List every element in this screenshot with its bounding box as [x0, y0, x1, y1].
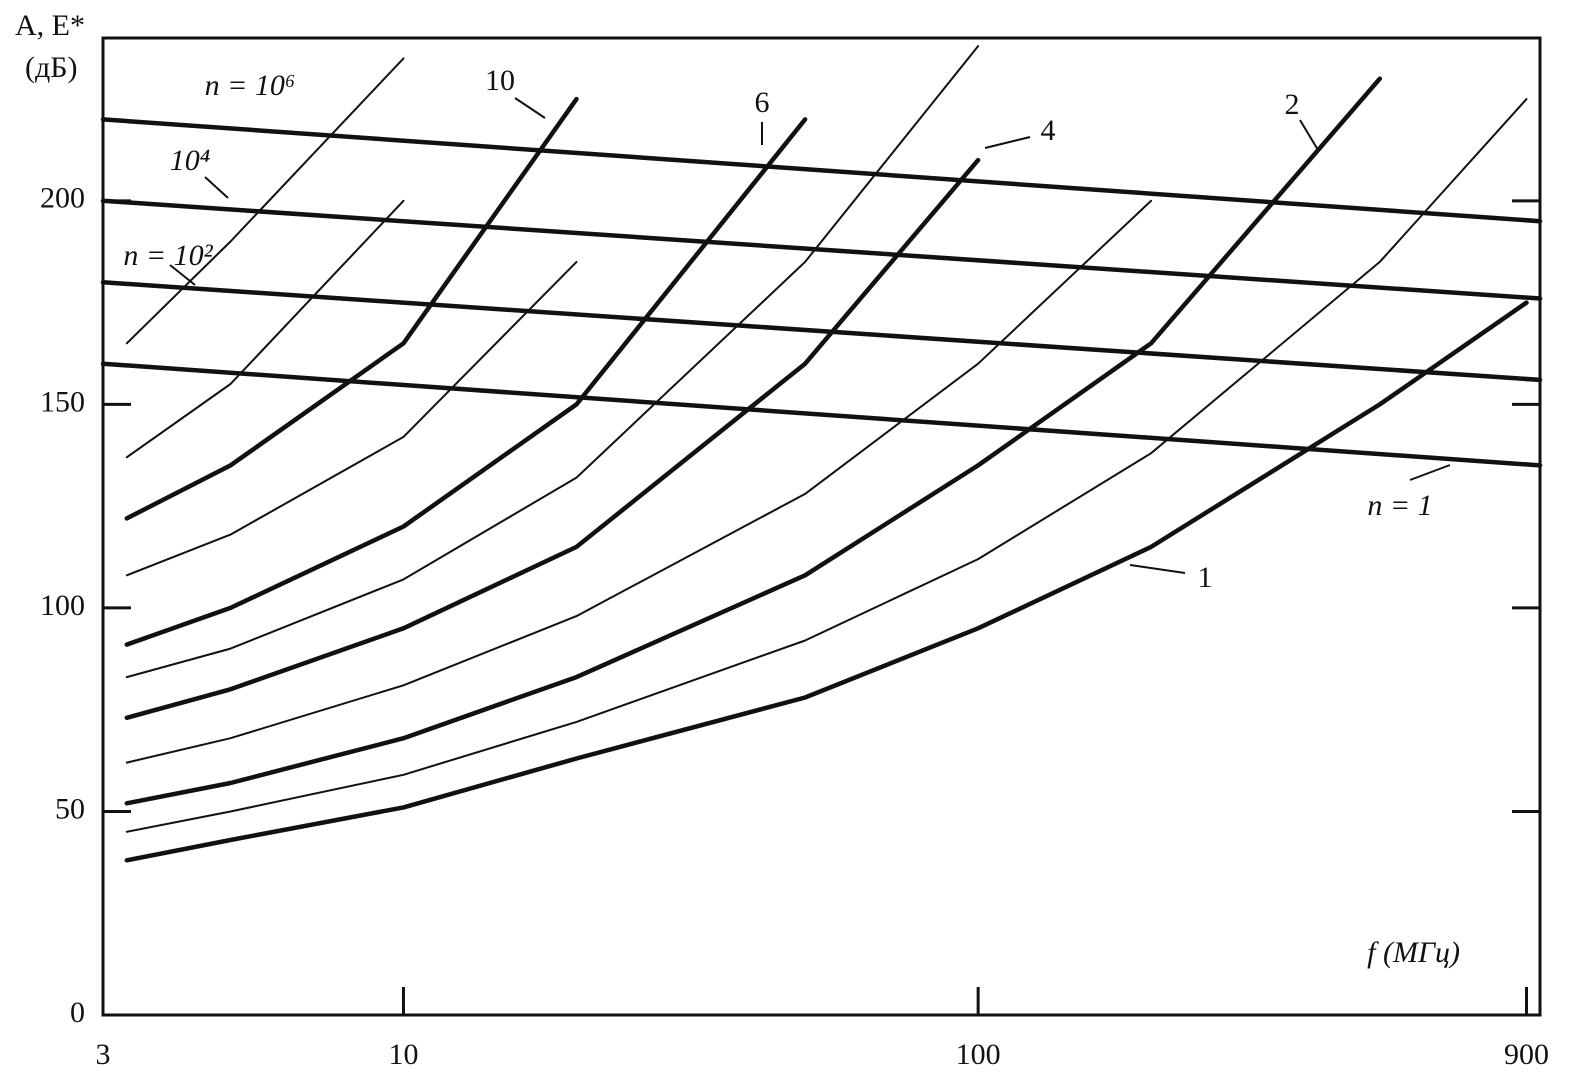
- y-tick-label: 100: [40, 589, 85, 622]
- label-leader: [984, 136, 1031, 149]
- x-axis-label: f (МГц): [1367, 936, 1460, 969]
- y-axis-label-unit: (дБ): [25, 51, 77, 84]
- curve-label: 2: [1285, 88, 1300, 121]
- label-leader: [1299, 119, 1319, 151]
- curve-label: 6: [755, 86, 770, 119]
- curve-label: 4: [1041, 114, 1056, 147]
- curve: [124, 157, 981, 721]
- y-tick-label: 200: [40, 182, 85, 215]
- plot-frame: [101, 36, 1542, 1017]
- curve: [124, 300, 1529, 863]
- x-tick-label: 10: [388, 1038, 418, 1071]
- curve: [125, 199, 405, 459]
- curve: [124, 96, 579, 521]
- label-leader: [1409, 464, 1451, 481]
- x-tick-label: 900: [1504, 1038, 1549, 1071]
- curve: [125, 57, 405, 345]
- curve-label: n = 1: [1367, 489, 1432, 522]
- curve: [100, 117, 1543, 224]
- x-tick-label: 3: [96, 1038, 111, 1071]
- curve-label: 1: [1198, 561, 1213, 594]
- y-axis-label: A, E*: [15, 9, 85, 42]
- y-tick-label: 50: [55, 792, 85, 825]
- curve-label: n = 10²: [123, 239, 213, 272]
- curve-label: n = 10⁶: [205, 69, 296, 102]
- curve: [124, 76, 1383, 806]
- y-tick-label: 0: [70, 996, 85, 1029]
- curve: [100, 198, 1543, 301]
- label-leader: [1129, 564, 1186, 574]
- curve: [125, 45, 980, 679]
- curve: [125, 98, 1528, 833]
- curve: [125, 199, 1153, 764]
- curve-label: 10: [485, 64, 515, 97]
- y-tick-label: 150: [40, 385, 85, 418]
- label-leader: [169, 264, 196, 286]
- curve: [124, 117, 808, 647]
- x-tick-label: 100: [956, 1038, 1001, 1071]
- label-leader: [204, 176, 229, 199]
- curve-label: 10⁴: [170, 144, 210, 177]
- curve: [125, 260, 578, 577]
- curve: [100, 361, 1543, 468]
- curve: [100, 280, 1543, 383]
- label-leader: [514, 97, 546, 119]
